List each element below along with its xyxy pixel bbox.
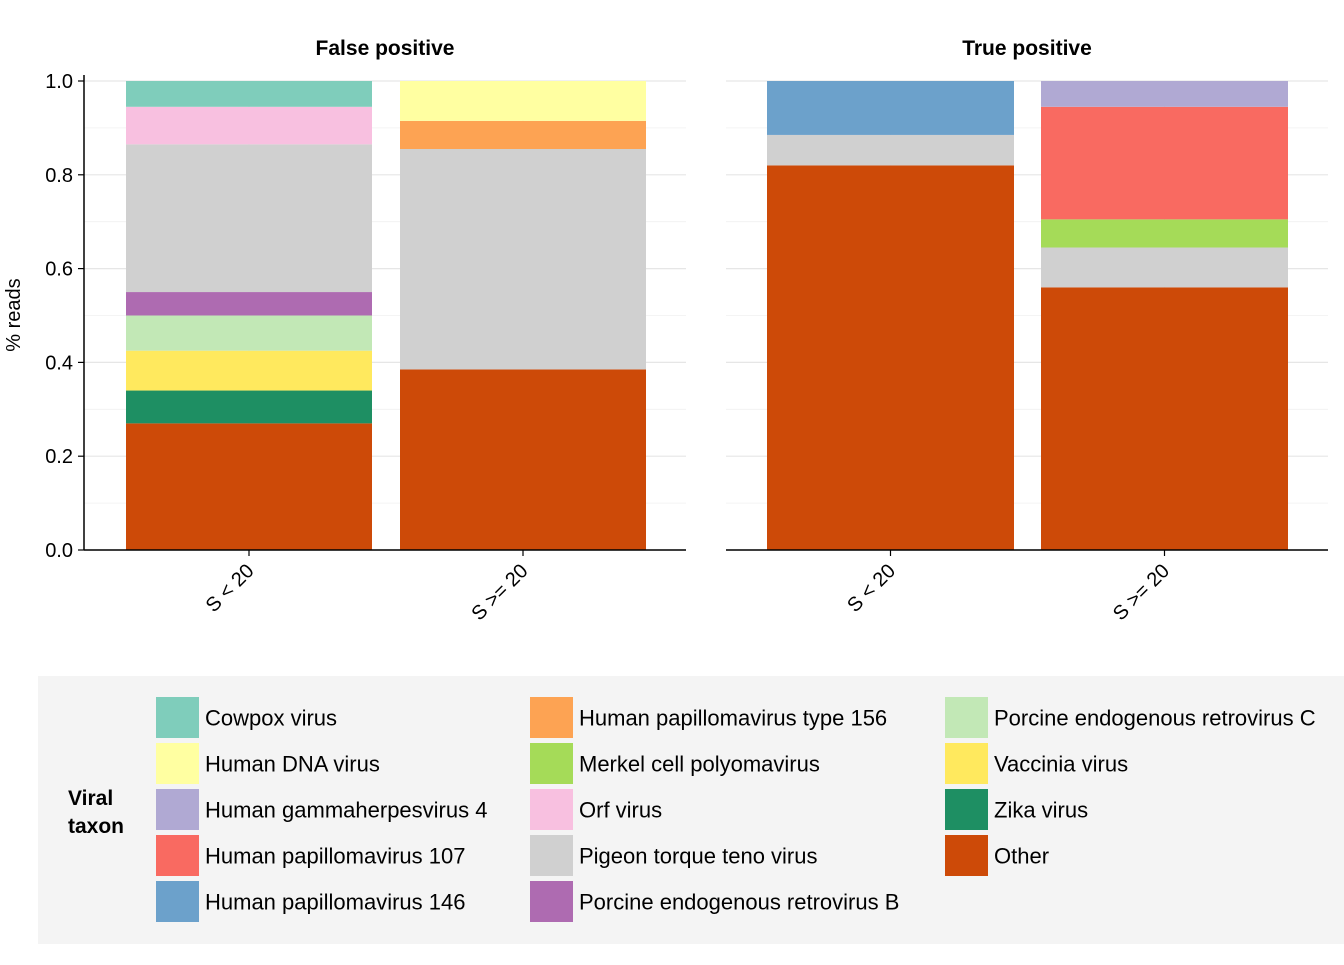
- panel-true-positive: True positive S < 20 S >= 20: [726, 37, 1328, 625]
- legend-label-vaccinia-virus: Vaccinia virus: [994, 752, 1128, 777]
- bar-segment-false-positive-s-20-porcine-endogenous-retrovirus-c: [126, 315, 372, 351]
- y-tick-label-1: 0.2: [45, 446, 73, 468]
- legend: Viral taxon Cowpox virus Human DNA virus Hum…: [38, 676, 1344, 944]
- legend-label-porcine-endogenous-retrovirus-b: Porcine endogenous retrovirus B: [579, 890, 899, 915]
- y-axis-title: % reads: [3, 278, 25, 351]
- bar-segment-false-positive-s-20-orf-virus: [126, 106, 372, 145]
- legend-swatch-pigeon-torque-teno-virus: [530, 835, 573, 876]
- x-tick-label-true-positive-0: S < 20: [843, 560, 900, 617]
- facet-title-false-positive: False positive: [316, 37, 455, 60]
- legend-swatch-cowpox-virus: [156, 697, 199, 738]
- bar-segment-false-positive-s-20-zika-virus: [126, 390, 372, 424]
- panel-false-positive: False positive S < 20 S >= 20: [78, 37, 686, 625]
- legend-swatch-human-gammaherpesvirus-4: [156, 789, 199, 830]
- legend-swatch-porcine-endogenous-retrovirus-b: [530, 881, 573, 922]
- y-tick-label-2: 0.4: [45, 352, 73, 374]
- legend-label-human-dna-virus: Human DNA virus: [205, 752, 380, 777]
- y-tick-label-5: 1.0: [45, 71, 73, 93]
- x-tick-label-false-positive-0: S < 20: [202, 560, 259, 617]
- y-tick-label-3: 0.6: [45, 259, 73, 281]
- legend-label-merkel-cell-polyomavirus: Merkel cell polyomavirus: [579, 752, 820, 777]
- bar-segment-false-positive-s-20-other: [126, 423, 372, 550]
- legend-label-human-papillomavirus-107: Human papillomavirus 107: [205, 844, 465, 869]
- legend-title-line-1: taxon: [68, 815, 124, 838]
- legend-swatch-merkel-cell-polyomavirus: [530, 743, 573, 784]
- legend-label-human-gammaherpesvirus-4: Human gammaherpesvirus 4: [205, 798, 487, 823]
- bar-segment-true-positive-s-20-human-papillomavirus-107: [1041, 106, 1288, 220]
- legend-swatch-other: [945, 835, 988, 876]
- bar-segment-false-positive-s-20-pigeon-torque-teno-virus: [400, 149, 646, 370]
- legend-label-pigeon-torque-teno-virus: Pigeon torque teno virus: [579, 844, 818, 869]
- facet-title-true-positive: True positive: [962, 37, 1092, 60]
- legend-title-line-0: Viral: [68, 787, 113, 810]
- y-tick-label-0: 0.0: [45, 540, 73, 562]
- legend-label-human-papillomavirus-type-156: Human papillomavirus type 156: [579, 706, 887, 731]
- legend-label-human-papillomavirus-146: Human papillomavirus 146: [205, 890, 465, 915]
- bar-segment-false-positive-s-20-cowpox-virus: [126, 81, 372, 107]
- bar-segment-false-positive-s-20-porcine-endogenous-retrovirus-b: [126, 292, 372, 316]
- legend-swatch-vaccinia-virus: [945, 743, 988, 784]
- bar-segment-true-positive-s-20-merkel-cell-polyomavirus: [1041, 219, 1288, 248]
- legend-label-orf-virus: Orf virus: [579, 798, 662, 823]
- legend-background: [38, 676, 1344, 944]
- bar-segment-false-positive-s-20-other: [400, 369, 646, 550]
- bar-segment-true-positive-s-20-pigeon-torque-teno-virus: [1041, 247, 1288, 288]
- legend-label-other: Other: [994, 844, 1049, 869]
- legend-label-porcine-endogenous-retrovirus-c: Porcine endogenous retrovirus C: [994, 706, 1316, 731]
- x-tick-label-false-positive-1: S >= 20: [467, 560, 532, 625]
- y-tick-label-4: 0.8: [45, 165, 73, 187]
- legend-label-cowpox-virus: Cowpox virus: [205, 706, 337, 731]
- legend-swatch-porcine-endogenous-retrovirus-c: [945, 697, 988, 738]
- bar-segment-false-positive-s-20-human-dna-virus: [400, 81, 646, 121]
- bar-segment-false-positive-s-20-vaccinia-virus: [126, 350, 372, 391]
- bar-segment-true-positive-s-20-other: [1041, 287, 1288, 550]
- bar-segment-true-positive-s-20-human-gammaherpesvirus-4: [1041, 81, 1288, 107]
- legend-label-zika-virus: Zika virus: [994, 798, 1088, 823]
- legend-swatch-zika-virus: [945, 789, 988, 830]
- bar-segment-true-positive-s-20-human-papillomavirus-146: [767, 81, 1014, 135]
- legend-swatch-human-papillomavirus-146: [156, 881, 199, 922]
- legend-swatch-orf-virus: [530, 789, 573, 830]
- legend-swatch-human-papillomavirus-type-156: [530, 697, 573, 738]
- x-tick-label-true-positive-1: S >= 20: [1109, 560, 1174, 625]
- bar-segment-true-positive-s-20-other: [767, 165, 1014, 551]
- bar-segment-false-positive-s-20-human-papillomavirus-type-156: [400, 120, 646, 150]
- bar-segment-false-positive-s-20-pigeon-torque-teno-virus: [126, 144, 372, 293]
- bar-segment-true-positive-s-20-pigeon-torque-teno-virus: [767, 134, 1014, 166]
- legend-swatch-human-dna-virus: [156, 743, 199, 784]
- legend-title: Viral taxon: [68, 787, 124, 838]
- legend-swatch-human-papillomavirus-107: [156, 835, 199, 876]
